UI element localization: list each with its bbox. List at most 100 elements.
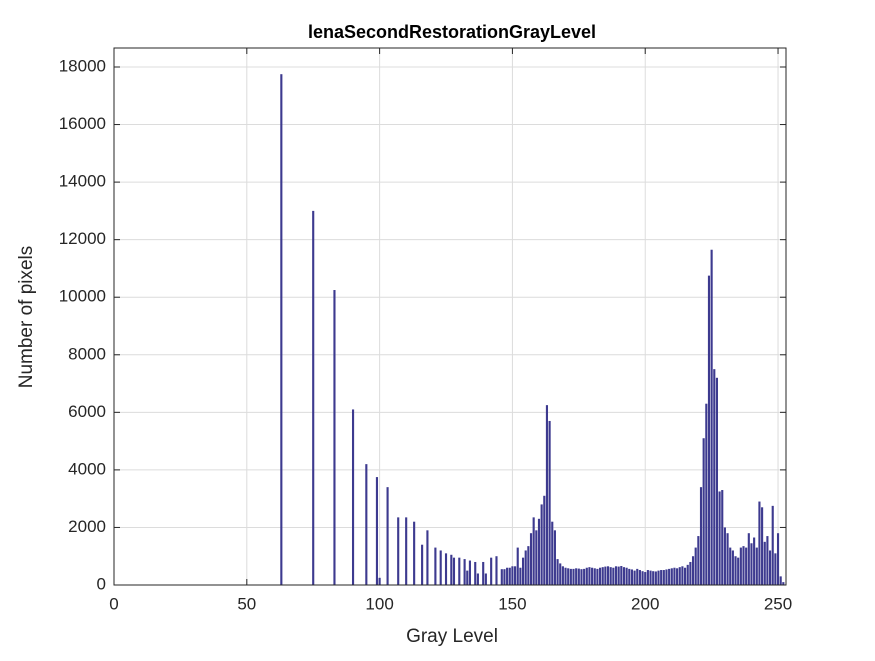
bar <box>413 521 416 585</box>
bar <box>745 547 748 585</box>
bar <box>723 527 726 585</box>
bar <box>779 576 782 585</box>
bar <box>583 568 586 585</box>
bar <box>503 569 506 585</box>
bar <box>490 557 493 585</box>
bar <box>545 405 549 585</box>
bar <box>527 546 530 585</box>
y-tick-label: 18000 <box>59 56 106 75</box>
bar <box>532 517 535 585</box>
bar <box>636 568 639 585</box>
bar <box>710 249 713 585</box>
bar <box>755 547 758 585</box>
bar <box>463 559 466 585</box>
bar <box>551 521 554 585</box>
bar <box>705 403 708 585</box>
bar <box>575 568 578 585</box>
x-tick-label: 0 <box>109 594 118 613</box>
y-tick-label: 14000 <box>59 172 106 191</box>
bar <box>529 533 533 585</box>
bar <box>511 566 514 585</box>
bar <box>365 464 368 585</box>
bar <box>521 557 525 585</box>
bar <box>673 567 676 585</box>
bar <box>742 546 745 585</box>
bar <box>569 568 572 585</box>
bar <box>614 566 618 585</box>
y-tick-label: 8000 <box>68 344 106 363</box>
x-tick-label: 150 <box>498 594 526 613</box>
bar <box>729 547 732 585</box>
bar <box>609 567 612 585</box>
bar <box>718 491 721 585</box>
bar <box>548 420 551 585</box>
bar <box>676 568 679 585</box>
bar <box>591 567 594 585</box>
axes-box <box>113 47 787 586</box>
bar <box>500 569 503 585</box>
bar <box>439 550 442 585</box>
bar <box>750 543 753 585</box>
y-tick-label: 6000 <box>68 402 106 421</box>
bar <box>758 501 761 585</box>
bar <box>649 570 652 585</box>
bar <box>543 495 546 585</box>
bar <box>474 561 477 585</box>
bar <box>769 550 772 585</box>
bar <box>386 487 389 585</box>
bar <box>699 487 703 585</box>
bar <box>681 566 684 585</box>
bar <box>628 568 631 585</box>
bar <box>561 566 564 585</box>
bar <box>747 533 750 585</box>
x-tick-label: 200 <box>631 594 659 613</box>
bar <box>630 569 634 585</box>
bar <box>508 567 511 585</box>
bar <box>652 571 655 585</box>
bar <box>644 572 647 585</box>
bar <box>426 530 429 585</box>
bar <box>466 570 469 585</box>
y-tick-label: 4000 <box>68 459 106 478</box>
bar <box>707 275 711 585</box>
bar <box>761 507 764 585</box>
bar <box>689 561 692 585</box>
bar <box>506 567 509 585</box>
bar <box>452 557 456 585</box>
bar <box>697 536 700 585</box>
bar <box>657 570 660 585</box>
bar <box>514 566 517 585</box>
bar <box>620 566 623 585</box>
bar <box>280 74 283 585</box>
bar <box>421 544 424 585</box>
bar <box>333 290 336 585</box>
bar <box>482 561 485 585</box>
chart-title: lenaSecondRestorationGrayLevel <box>308 22 596 42</box>
bar <box>753 537 756 585</box>
bar <box>715 377 719 585</box>
bar <box>375 477 379 585</box>
bar <box>774 553 777 585</box>
bar <box>702 438 705 585</box>
bar <box>580 569 583 585</box>
y-tick-label: 10000 <box>59 287 106 306</box>
bar <box>567 568 570 585</box>
bar <box>633 570 636 585</box>
bar <box>585 567 588 585</box>
bar <box>641 571 644 585</box>
x-axis-label: Gray Level <box>406 626 498 647</box>
bar <box>776 533 780 585</box>
bar <box>559 563 562 585</box>
bar <box>596 568 599 585</box>
bar <box>577 568 580 585</box>
y-axis-label: Number of pixels <box>16 246 37 389</box>
y-tick-label: 0 <box>97 574 106 593</box>
bar <box>734 556 737 585</box>
bar <box>524 550 527 585</box>
bar <box>535 530 538 585</box>
bar <box>660 570 663 585</box>
bar <box>606 566 610 585</box>
